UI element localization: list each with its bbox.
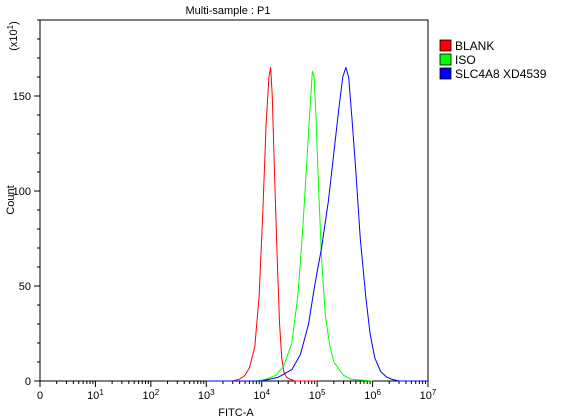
x-tick-base: 10 bbox=[309, 390, 321, 402]
svg-text:(x101): (x101) bbox=[6, 21, 21, 51]
x-tick-exp: 7 bbox=[432, 388, 437, 397]
x-tick-base: 10 bbox=[198, 390, 210, 402]
x-tick-label: 105 bbox=[309, 388, 326, 403]
y-multiplier-label: (x101) bbox=[6, 21, 21, 51]
y-tick-label: 0 bbox=[25, 376, 31, 388]
series-line-0 bbox=[206, 67, 318, 382]
x-tick-base: 10 bbox=[420, 390, 432, 402]
x-tick-base: 0 bbox=[37, 390, 43, 402]
legend-label: ISO bbox=[455, 53, 476, 67]
y-tick-label: 50 bbox=[19, 281, 31, 293]
x-tick-exp: 2 bbox=[155, 388, 160, 397]
x-tick-base: 10 bbox=[87, 390, 99, 402]
x-tick-label: 0 bbox=[37, 390, 43, 402]
legend-label: SLC4A8 XD4539 bbox=[455, 67, 547, 81]
x-tick-base: 10 bbox=[143, 390, 155, 402]
chart-title: Multi-sample : P1 bbox=[186, 5, 271, 17]
y-multiplier-text: (x10 bbox=[8, 29, 20, 50]
y-multiplier-exp: 1 bbox=[6, 24, 15, 29]
x-tick-exp: 5 bbox=[321, 388, 326, 397]
legend-label: BLANK bbox=[455, 39, 494, 53]
series-line-2 bbox=[206, 67, 428, 382]
x-tick-base: 10 bbox=[253, 390, 265, 402]
plot-frame bbox=[39, 19, 429, 382]
x-axis-title: FITC-A bbox=[218, 407, 254, 419]
x-tick-label: 106 bbox=[364, 388, 381, 403]
x-tick-label: 103 bbox=[198, 388, 215, 403]
x-tick-label: 104 bbox=[253, 388, 270, 403]
x-tick-exp: 6 bbox=[376, 388, 381, 397]
x-tick-label: 107 bbox=[420, 388, 437, 403]
legend-swatch bbox=[439, 53, 452, 66]
y-tick-label: 100 bbox=[13, 186, 31, 198]
x-tick-label: 101 bbox=[87, 388, 104, 403]
y-tick-label: 150 bbox=[13, 91, 31, 103]
x-tick-exp: 4 bbox=[266, 388, 271, 397]
x-tick-exp: 3 bbox=[210, 388, 215, 397]
y-axis-title: Count bbox=[5, 185, 17, 214]
series-line-1 bbox=[206, 70, 373, 382]
x-tick-label: 102 bbox=[143, 388, 160, 403]
legend-swatch bbox=[439, 67, 452, 80]
x-tick-base: 10 bbox=[364, 390, 376, 402]
legend-swatch bbox=[439, 39, 452, 52]
x-tick-exp: 1 bbox=[99, 388, 104, 397]
